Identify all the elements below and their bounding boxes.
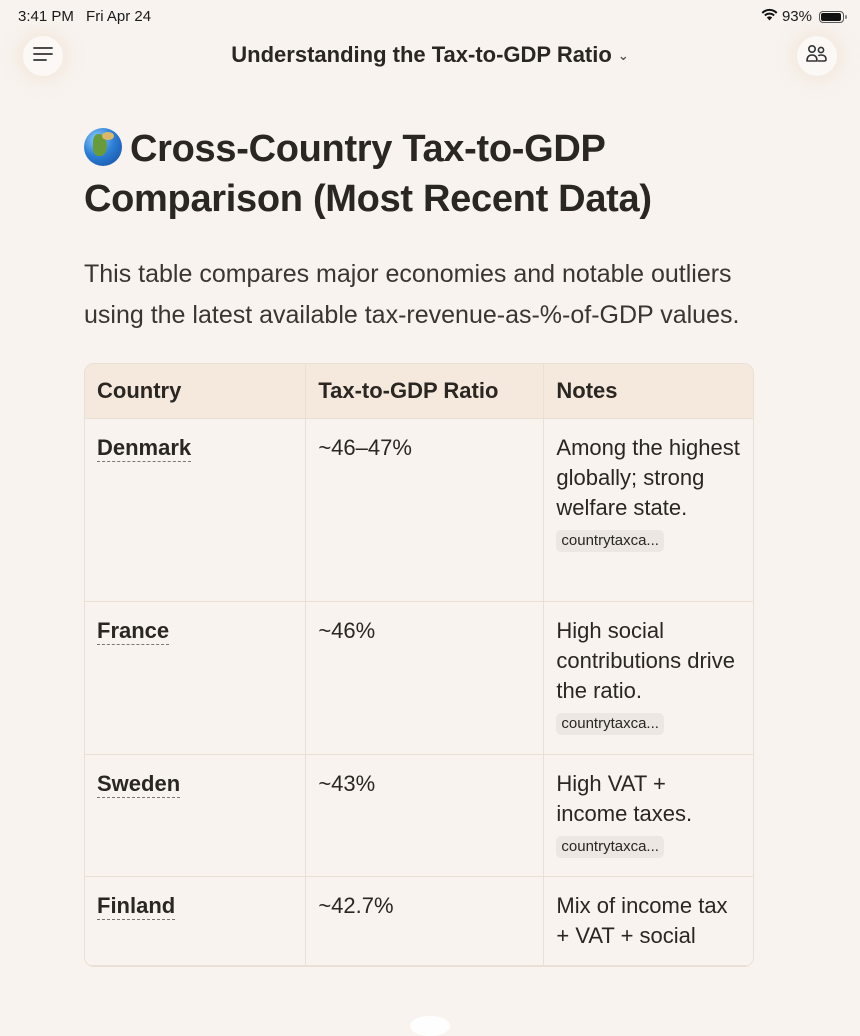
wifi-icon (761, 8, 778, 25)
article: Cross-Country Tax-to-GDP Comparison (Mos… (84, 124, 756, 967)
notes-text: Among the highest globally; strong welfa… (556, 435, 740, 520)
citation-chip[interactable]: countrytaxca... (556, 530, 664, 552)
chevron-down-icon: ⌄ (617, 48, 629, 64)
ratio-cell: ~42.7% (306, 877, 545, 966)
table-row: Finland ~42.7% Mix of income tax + VAT +… (85, 877, 753, 966)
status-time: 3:41 PM (18, 8, 74, 25)
notes-cell: High social contributions drive the rati… (544, 602, 753, 755)
country-link[interactable]: France (97, 618, 170, 643)
table-header-row: Country Tax-to-GDP Ratio Notes (85, 364, 753, 419)
table-row: Sweden ~43% High VAT + income taxes. coun… (85, 755, 753, 877)
battery-icon (819, 10, 847, 23)
country-cell: Sweden (85, 755, 307, 877)
battery-percent: 93% (781, 8, 812, 25)
section-heading: Cross-Country Tax-to-GDP Comparison (Mos… (84, 124, 756, 224)
ratio-cell: ~46% (306, 602, 545, 755)
country-cell: Finland (85, 877, 307, 966)
status-date: Fri Apr 24 (86, 8, 152, 25)
column-header-notes: Notes (544, 364, 753, 419)
battery-fill (821, 12, 841, 21)
notes-text: High social contributions drive the rati… (556, 618, 735, 703)
country-link[interactable]: Sweden (97, 771, 181, 796)
intro-paragraph: This table compares major economies and … (84, 260, 740, 329)
citation-chip[interactable]: countrytaxca... (556, 836, 664, 858)
country-cell: France (85, 602, 307, 755)
country-link[interactable]: Finland (97, 893, 176, 918)
table-row: Denmark ~46–47% Among the highest global… (85, 419, 753, 602)
people-button[interactable] (797, 36, 837, 76)
column-header-country: Country (85, 364, 307, 419)
country-link[interactable]: Denmark (97, 435, 192, 460)
column-header-ratio: Tax-to-GDP Ratio (306, 364, 545, 419)
comparison-table: Country Tax-to-GDP Ratio Notes Denmark ~… (84, 363, 754, 967)
notes-cell: Among the highest globally; strong welfa… (544, 419, 753, 602)
status-bar: 3:41 PM Fri Apr 24 93% (0, 0, 860, 34)
top-nav: Understanding the Tax-to-GDP Ratio ⌄ (0, 34, 860, 78)
ratio-cell: ~43% (306, 755, 545, 877)
globe-icon (84, 128, 122, 166)
ratio-cell: ~46–47% (306, 419, 545, 602)
table-row: France ~46% High social contributions dr… (85, 602, 753, 755)
notes-cell: High VAT + income taxes. countrytaxca... (544, 755, 753, 877)
notes-cell: Mix of income tax + VAT + social (544, 877, 753, 966)
conversation-title: Understanding the Tax-to-GDP Ratio (231, 42, 612, 67)
conversation-title-button[interactable]: Understanding the Tax-to-GDP Ratio ⌄ (0, 42, 860, 68)
country-cell: Denmark (85, 419, 307, 602)
scroll-down-button[interactable] (410, 1016, 450, 1036)
citation-chip[interactable]: countrytaxca... (556, 713, 664, 735)
menu-icon (33, 46, 53, 67)
section-heading-text: Cross-Country Tax-to-GDP Comparison (Mos… (84, 128, 652, 220)
menu-button[interactable] (23, 36, 63, 76)
people-icon (806, 44, 828, 69)
notes-text: High VAT + income taxes. (556, 771, 693, 826)
notes-text: Mix of income tax + VAT + social (556, 893, 728, 948)
